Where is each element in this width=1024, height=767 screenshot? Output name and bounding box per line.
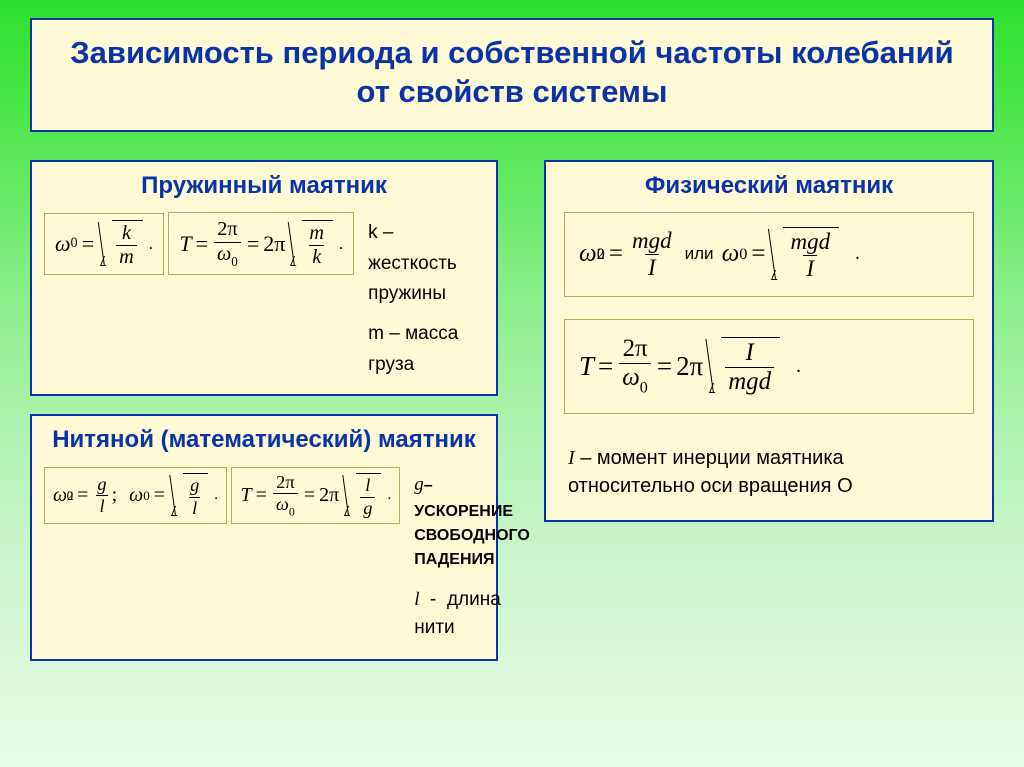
legend-k: k – жесткость пружины bbox=[368, 218, 484, 309]
math-legend: g– ускорение свободного падения l - длин… bbox=[414, 467, 530, 643]
spring-omega-formula: ω0 = km . bbox=[44, 213, 164, 275]
legend-g: g– ускорение свободного падения bbox=[414, 471, 530, 572]
g-symbol: g bbox=[414, 474, 424, 495]
physical-pendulum-section: Физический маятник ω20 = mgdI или ω0 = m… bbox=[544, 160, 994, 522]
math-title: Нитяной (математический) маятник bbox=[44, 426, 484, 455]
I-symbol: I bbox=[568, 447, 575, 469]
math-formulas: ω20 = gl ; ω0 = gl . bbox=[44, 467, 400, 536]
math-row: ω20 = gl ; ω0 = gl . bbox=[44, 467, 484, 643]
spring-title: Пружинный маятник bbox=[44, 172, 484, 201]
spring-formulas: ω0 = km . T = 2πω0 = bbox=[44, 212, 354, 287]
legend-I-text: – момент инерции маятника относительно о… bbox=[568, 447, 853, 497]
spring-legend: k – жесткость пружины m – масса груза bbox=[368, 212, 484, 380]
phys-title: Физический маятник bbox=[564, 172, 974, 201]
legend-l-text: длина нити bbox=[414, 589, 501, 639]
main-title-panel: Зависимость периода и собственной частот… bbox=[30, 18, 994, 132]
right-column: Физический маятник ω20 = mgdI или ω0 = m… bbox=[544, 160, 994, 679]
math-period-formula: T = 2πω0 = 2π lg . bbox=[231, 467, 400, 524]
phys-period-formula: T = 2πω0 = 2π Imgd . bbox=[564, 319, 974, 414]
main-title: Зависимость периода и собственной частот… bbox=[62, 34, 962, 112]
legend-l: l - длина нити bbox=[414, 586, 530, 643]
spring-row: ω0 = km . T = 2πω0 = bbox=[44, 212, 484, 380]
legend-m: m – масса груза bbox=[368, 319, 484, 380]
phys-omega-formula: ω20 = mgdI или ω0 = mgdI . bbox=[564, 212, 974, 296]
content-columns: Пружинный маятник ω0 = km . bbox=[30, 160, 994, 679]
l-symbol: l bbox=[414, 589, 419, 610]
spring-pendulum-section: Пружинный маятник ω0 = km . bbox=[30, 160, 498, 397]
math-omega-formula: ω20 = gl ; ω0 = gl . bbox=[44, 467, 227, 524]
or-text: или bbox=[685, 244, 714, 264]
spring-period-formula: T = 2πω0 = 2π mk . bbox=[168, 212, 354, 275]
left-column: Пружинный маятник ω0 = km . bbox=[30, 160, 498, 679]
phys-legend: I – момент инерции маятника относительно… bbox=[564, 440, 974, 504]
legend-g-text: – ускорение свободного падения bbox=[414, 477, 530, 568]
math-pendulum-section: Нитяной (математический) маятник ω20 = g… bbox=[30, 414, 498, 660]
